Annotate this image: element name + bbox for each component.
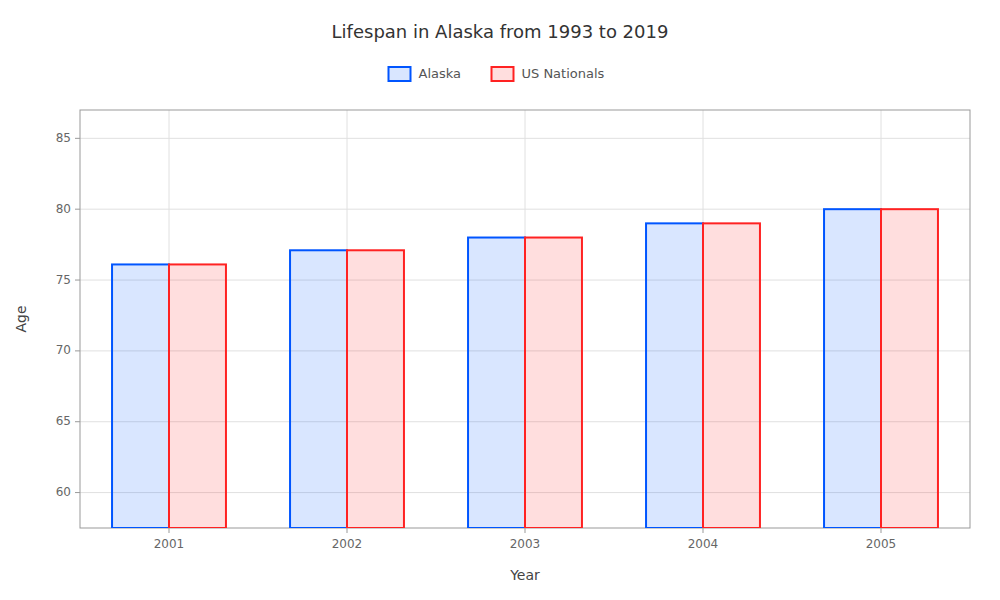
- x-tick: [347, 528, 348, 533]
- plot-frame: [80, 110, 970, 528]
- legend-item: Alaska: [389, 66, 462, 82]
- x-axis-label: Year: [509, 567, 540, 583]
- x-tick: [525, 528, 526, 533]
- bars: [112, 209, 938, 528]
- y-tick-label: 85: [56, 131, 71, 145]
- legend-label: US Nationals: [522, 66, 605, 81]
- bar: [703, 223, 760, 528]
- bar: [169, 264, 226, 528]
- legend-swatch: [492, 67, 514, 81]
- chart-container: 60 65 70 75 80 85 2001 2002 2003 2004 2005 Year Age L…: [0, 0, 1000, 600]
- bar: [347, 250, 404, 528]
- x-tick-label: 2001: [154, 537, 185, 551]
- x-tick: [169, 528, 170, 533]
- y-tick: [75, 492, 80, 493]
- x-tick-label: 2002: [332, 537, 363, 551]
- bar: [290, 250, 347, 528]
- x-tick: [881, 528, 882, 533]
- y-axis: 60 65 70 75 80 85: [56, 131, 80, 499]
- bar: [824, 209, 881, 528]
- y-tick: [75, 421, 80, 422]
- x-tick-label: 2004: [688, 537, 719, 551]
- bar: [468, 238, 525, 528]
- bar: [525, 238, 582, 528]
- y-tick-label: 70: [56, 343, 71, 357]
- y-tick-label: 65: [56, 414, 71, 428]
- chart-svg: 60 65 70 75 80 85 2001 2002 2003 2004 2005 Year Age L…: [0, 0, 1000, 600]
- y-tick: [75, 209, 80, 210]
- y-tick: [75, 280, 80, 281]
- y-axis-label: Age: [13, 305, 29, 332]
- y-tick: [75, 138, 80, 139]
- y-tick-label: 75: [56, 273, 71, 287]
- y-tick-label: 80: [56, 202, 71, 216]
- x-tick-label: 2005: [866, 537, 897, 551]
- legend: Alaska US Nationals: [389, 66, 605, 82]
- x-tick: [703, 528, 704, 533]
- legend-item: US Nationals: [492, 66, 605, 82]
- legend-swatch: [389, 67, 411, 81]
- chart-title: Lifespan in Alaska from 1993 to 2019: [332, 21, 669, 42]
- bar: [112, 264, 169, 528]
- x-tick-label: 2003: [510, 537, 541, 551]
- bar: [646, 223, 703, 528]
- bar: [881, 209, 938, 528]
- grid: [80, 110, 970, 528]
- x-axis: 2001 2002 2003 2004 2005: [154, 528, 897, 551]
- y-tick: [75, 350, 80, 351]
- y-tick-label: 60: [56, 485, 71, 499]
- legend-label: Alaska: [419, 66, 462, 81]
